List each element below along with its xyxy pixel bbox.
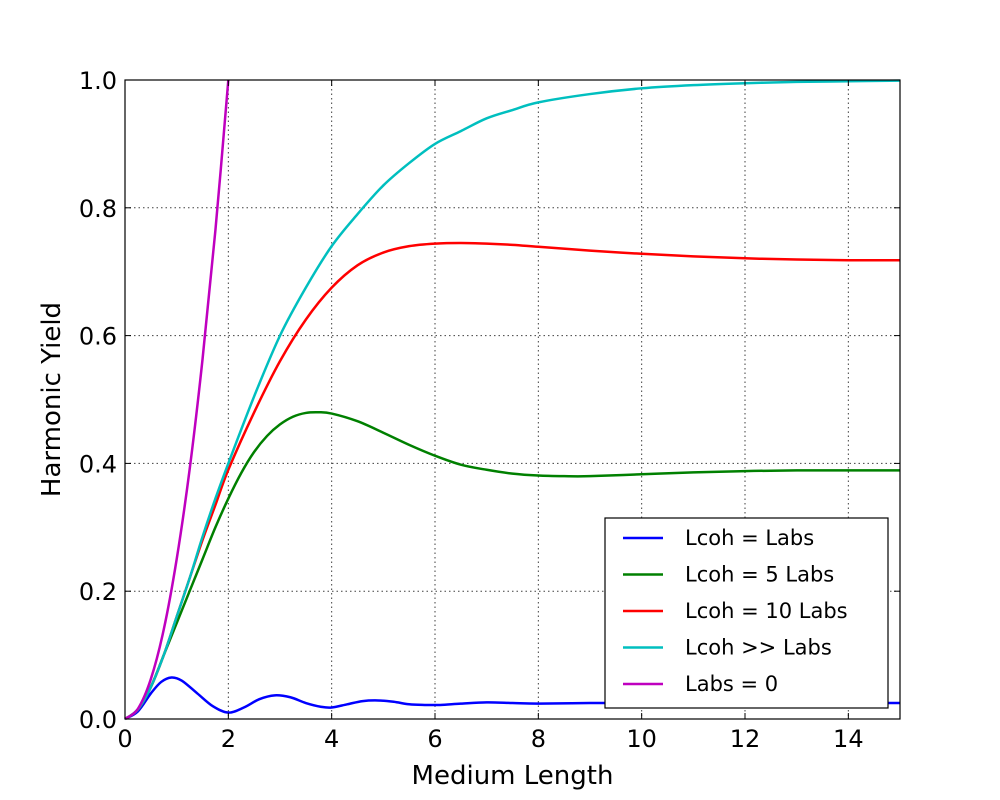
x-tick-label: 8	[531, 725, 546, 753]
x-tick-label: 6	[427, 725, 442, 753]
legend-label: Lcoh = 5 Labs	[685, 563, 834, 587]
y-tick-label: 0.0	[79, 706, 117, 734]
legend: Lcoh = Labs Lcoh = 5 Labs Lcoh = 10 Labs Lc…	[604, 517, 889, 709]
y-tick-label: 0.4	[79, 450, 117, 478]
legend-box	[604, 517, 889, 709]
x-tick-label: 14	[833, 725, 864, 753]
x-tick-label: 0	[117, 725, 132, 753]
y-tick-label: 1.0	[79, 67, 117, 95]
x-tick-label: 10	[626, 725, 657, 753]
legend-label: Lcoh = 10 Labs	[685, 599, 848, 623]
plot-frame	[124, 79, 901, 720]
y-tick-label: 0.2	[79, 578, 117, 606]
legend-label: Lcoh >> Labs	[685, 636, 832, 660]
series-line-4	[124, 79, 230, 721]
legend-label: Labs = 0	[685, 672, 778, 696]
series-line-3	[124, 79, 901, 721]
x-tick-label: 12	[730, 725, 761, 753]
series-group	[124, 79, 901, 721]
ticks: 0 2 4 6 8 10 12 14 0.0 0.2 0.4 0.6 0.8 1.0	[79, 67, 900, 753]
x-tick-label: 2	[221, 725, 236, 753]
y-tick-label: 0.6	[79, 323, 117, 351]
y-axis-label: Harmonic Yield	[37, 302, 67, 497]
legend-label: Lcoh = Labs	[685, 526, 814, 550]
series-line-1	[124, 410, 900, 721]
y-tick-label: 0.8	[79, 195, 117, 223]
x-axis-label: Medium Length	[412, 761, 614, 791]
x-tick-label: 4	[324, 725, 339, 753]
